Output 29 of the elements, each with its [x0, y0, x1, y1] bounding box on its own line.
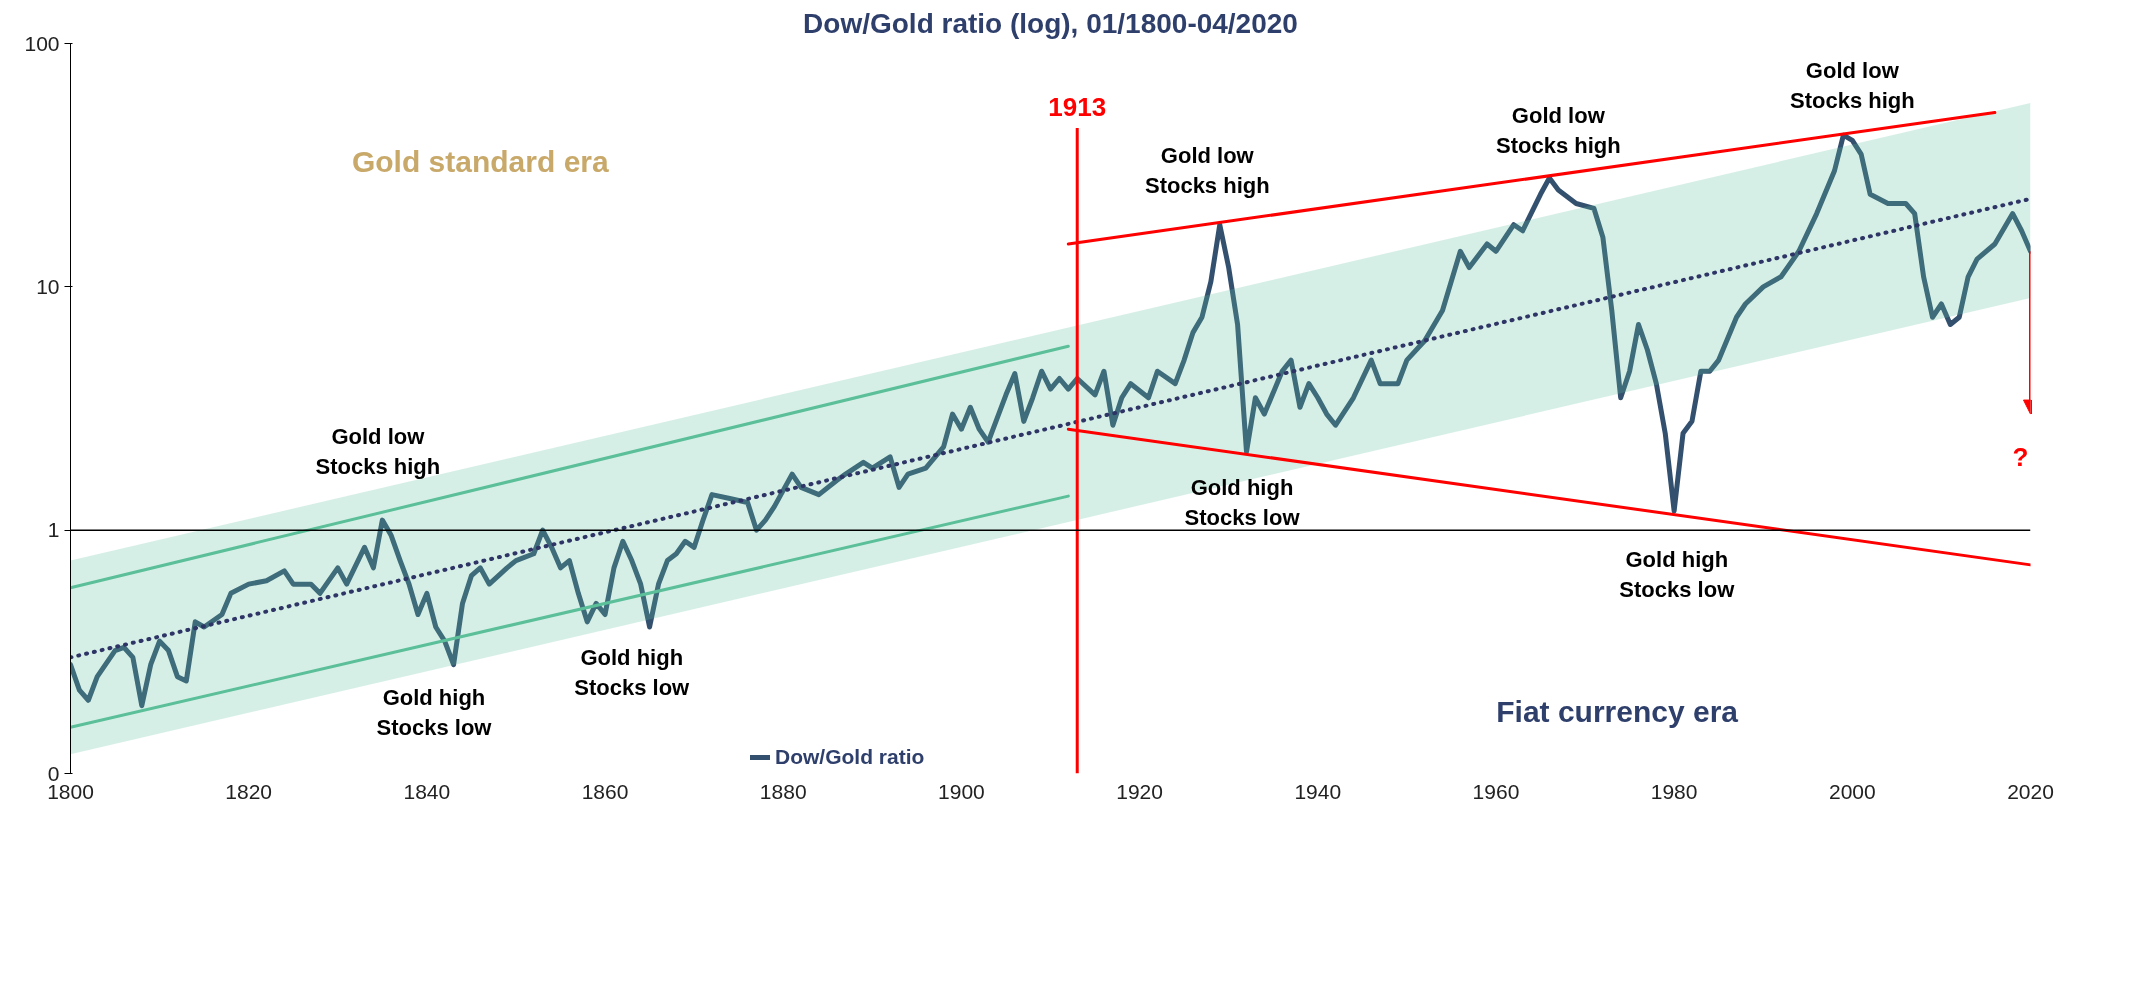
- annotation: Gold high Stocks low: [1619, 546, 1736, 602]
- annotation: Gold high Stocks low: [1184, 474, 1301, 530]
- annotation: Gold standard era: [351, 145, 609, 179]
- x-tick-label: 1840: [403, 779, 451, 803]
- ref-line-label: 1913: [1048, 91, 1107, 122]
- y-tick-label: 100: [24, 31, 60, 55]
- x-tick-label: 1860: [581, 779, 629, 803]
- annotation: Gold low Stocks high: [315, 424, 441, 480]
- annotation: Gold low Stocks high: [1144, 143, 1270, 199]
- chart-title: Dow/Gold ratio (log), 01/1800-04/2020: [803, 7, 1298, 39]
- x-tick-label: 2000: [1828, 779, 1876, 803]
- annotation: Gold high Stocks low: [376, 685, 493, 741]
- annotation: Gold low Stocks high: [1789, 58, 1915, 114]
- annotation: ?: [2012, 441, 2029, 472]
- x-tick-label: 1940: [1294, 779, 1342, 803]
- y-tick-label: 1: [47, 518, 60, 542]
- legend-label: Dow/Gold ratio: [775, 745, 925, 769]
- x-tick-label: 2020: [2007, 779, 2054, 803]
- annotation: Gold high Stocks low: [574, 645, 691, 701]
- annotation: Fiat currency era: [1496, 694, 1739, 728]
- x-tick-label: 1980: [1650, 779, 1698, 803]
- x-tick-label: 1900: [938, 779, 985, 803]
- x-tick-label: 1880: [759, 779, 807, 803]
- x-tick-label: 1960: [1472, 779, 1520, 803]
- y-tick-label: 10: [36, 274, 60, 298]
- y-tick-label: 0: [47, 761, 60, 785]
- x-tick-label: 1920: [1116, 779, 1163, 803]
- x-tick-label: 1820: [225, 779, 273, 803]
- annotation: Gold low Stocks high: [1495, 102, 1621, 158]
